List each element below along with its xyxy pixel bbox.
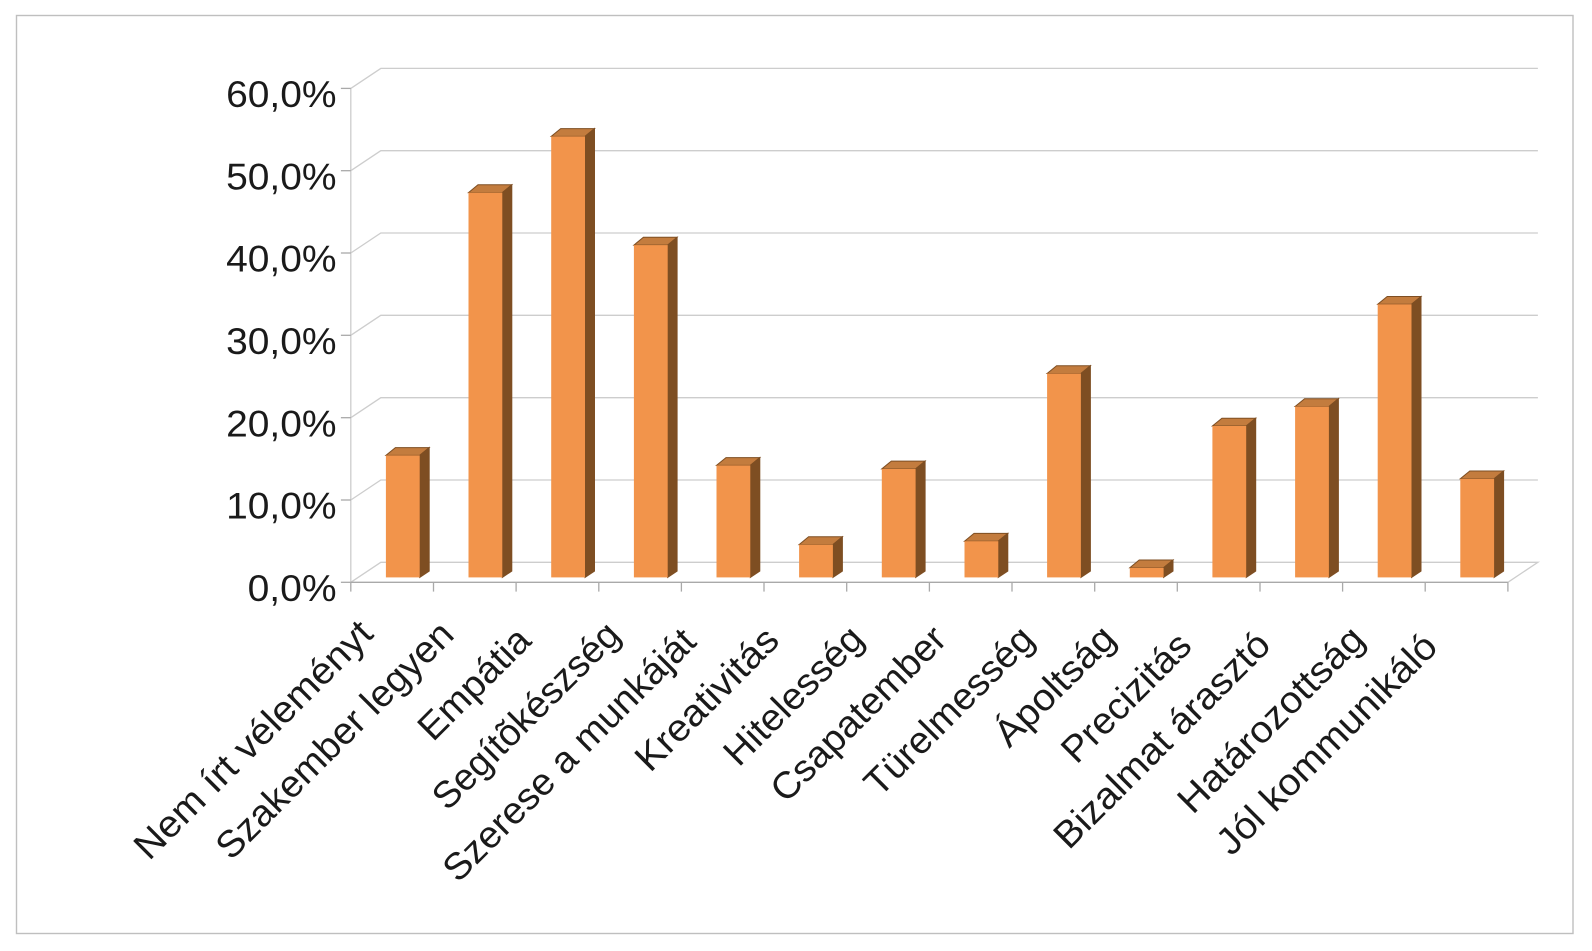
svg-text:50,0%: 50,0% [226,155,337,197]
svg-text:30,0%: 30,0% [226,320,337,362]
svg-text:0,0%: 0,0% [248,567,337,609]
svg-text:10,0%: 10,0% [226,485,337,527]
svg-text:20,0%: 20,0% [226,402,337,444]
svg-text:40,0%: 40,0% [226,238,337,280]
svg-text:60,0%: 60,0% [226,73,337,115]
